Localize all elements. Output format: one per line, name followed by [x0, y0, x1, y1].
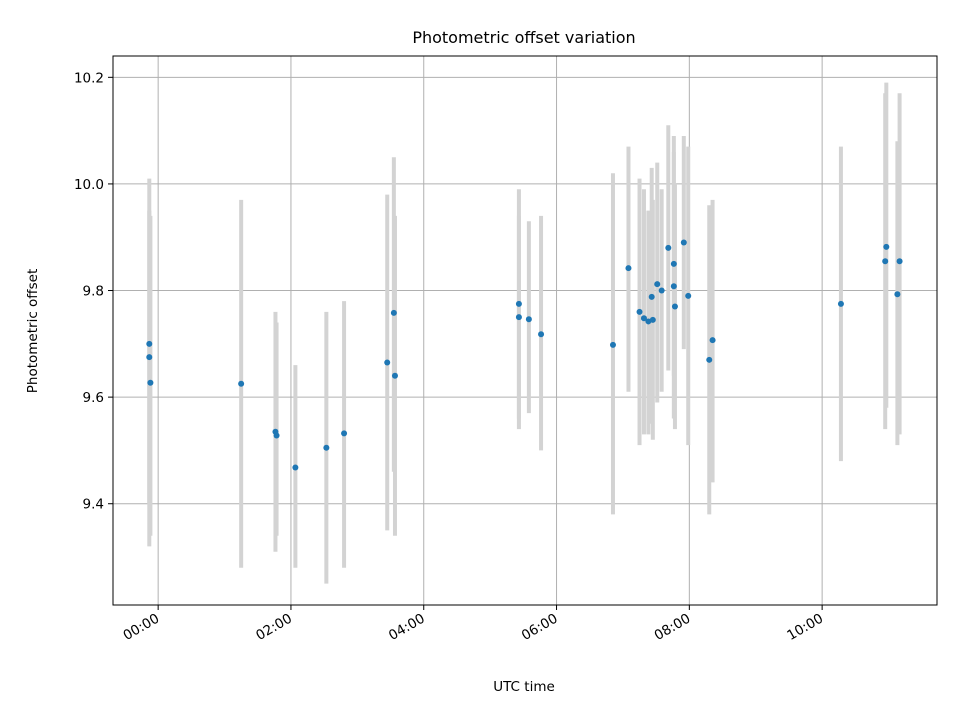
y-axis-label: Photometric offset: [25, 269, 41, 393]
data-point: [685, 292, 692, 299]
data-point: [649, 316, 656, 323]
grid-lines: [113, 56, 937, 605]
y-tick-label: 9.6: [83, 390, 104, 406]
data-point: [680, 239, 687, 246]
data-point: [640, 315, 647, 322]
data-point: [709, 337, 716, 344]
data-point: [636, 308, 643, 315]
x-tick-label: 04:00: [386, 611, 428, 644]
data-point: [670, 283, 677, 290]
data-point: [670, 260, 677, 267]
data-point: [665, 244, 672, 251]
data-point: [323, 444, 330, 451]
data-point: [609, 341, 616, 348]
x-tick-label: 00:00: [120, 611, 162, 644]
data-point: [883, 243, 890, 250]
data-points: [146, 239, 903, 471]
data-point: [391, 372, 398, 379]
data-point: [706, 356, 713, 363]
data-point: [390, 309, 397, 316]
x-tick-label: 06:00: [519, 611, 561, 644]
error-bars: [147, 82, 902, 584]
data-point: [837, 300, 844, 307]
data-point: [648, 293, 655, 300]
data-point: [515, 314, 522, 321]
data-point: [146, 354, 153, 361]
y-tick-label: 9.8: [83, 284, 104, 300]
data-point: [341, 430, 348, 437]
x-axis-label: UTC time: [493, 679, 555, 695]
data-point: [625, 265, 632, 272]
x-tick-label: 02:00: [253, 611, 295, 644]
y-tick-label: 10.0: [74, 177, 104, 193]
data-point: [515, 300, 522, 307]
chart-title: Photometric offset variation: [412, 28, 635, 47]
data-point: [147, 379, 154, 386]
data-point: [146, 340, 153, 347]
data-point: [292, 464, 299, 471]
data-point: [654, 281, 661, 288]
data-point: [896, 258, 903, 265]
x-axis-ticks: 00:00 02:00 04:00 06:00 08:00 10:00: [120, 605, 826, 644]
y-axis-ticks: 9.4 9.6 9.8 10.0 10.2: [74, 70, 113, 513]
data-point: [384, 359, 391, 366]
data-point: [525, 316, 532, 323]
data-point: [238, 380, 245, 387]
y-tick-label: 9.4: [83, 497, 104, 513]
x-tick-label: 10:00: [784, 611, 826, 644]
plot-frame: [112, 55, 938, 606]
data-point: [894, 291, 901, 298]
data-point: [882, 258, 889, 265]
data-point: [538, 331, 545, 338]
x-tick-label: 08:00: [652, 611, 694, 644]
data-point: [658, 287, 665, 294]
data-point: [671, 303, 678, 310]
y-tick-label: 10.2: [74, 70, 104, 86]
data-point: [273, 432, 280, 439]
